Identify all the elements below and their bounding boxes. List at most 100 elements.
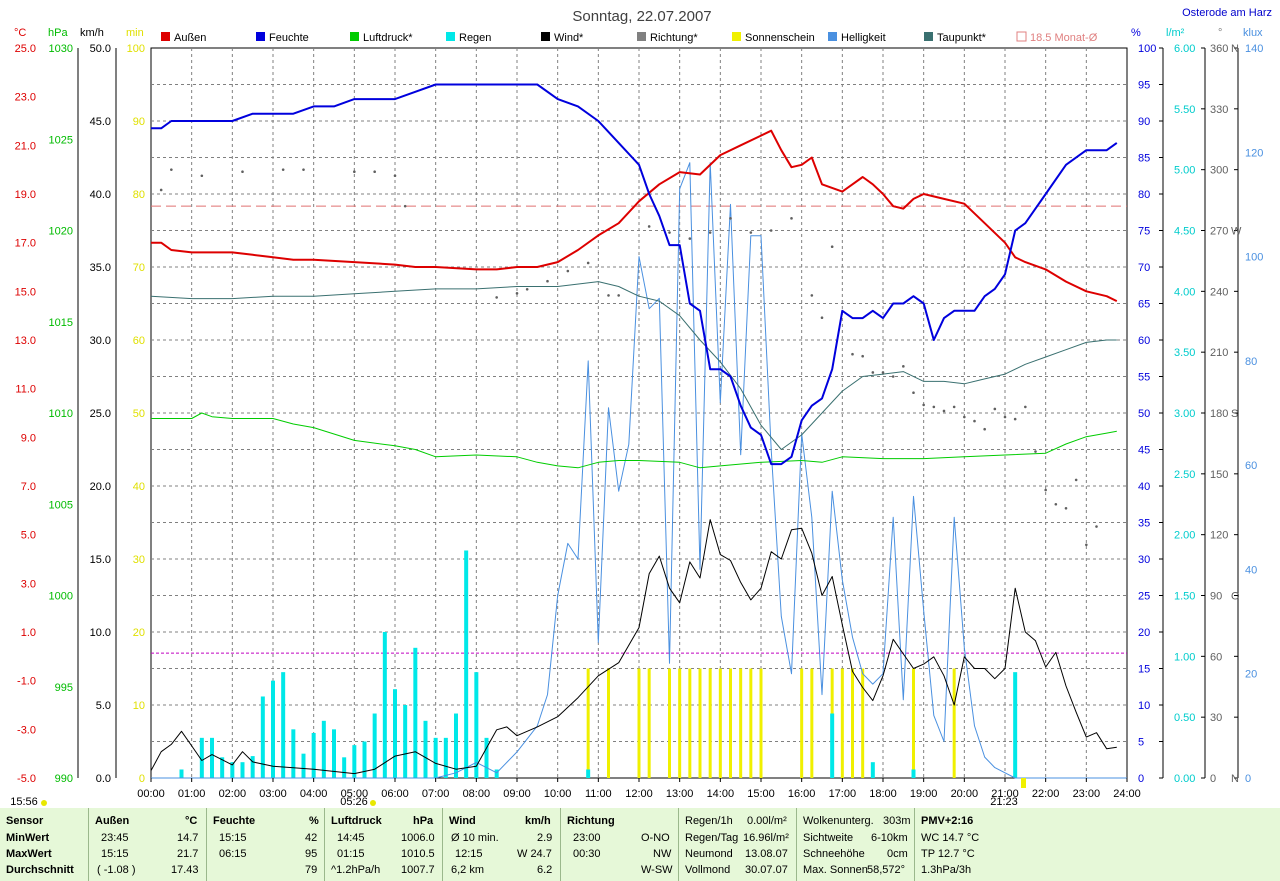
sun-tick-label: 0 bbox=[139, 773, 145, 785]
richtung-row2-time: 00:30 bbox=[573, 848, 601, 860]
direction-tick-label: 0 bbox=[1210, 773, 1216, 785]
temp-tick-label: 1.0 bbox=[21, 627, 36, 639]
x-tick-label: 06:00 bbox=[381, 788, 409, 800]
rain-bar bbox=[291, 729, 296, 778]
chart-title: Sonntag, 22.07.2007 bbox=[572, 8, 711, 25]
direction-point bbox=[688, 237, 692, 240]
sun-tick-label: 50 bbox=[133, 408, 145, 420]
light-unit: klux bbox=[1243, 27, 1263, 39]
direction-point bbox=[1034, 450, 1037, 453]
humidity-tick-label: 5 bbox=[1138, 737, 1144, 749]
direction-point bbox=[1054, 502, 1058, 506]
rain-bar bbox=[240, 762, 245, 778]
direction-point bbox=[871, 371, 875, 374]
direction-point bbox=[353, 170, 356, 173]
x-tick-label: 07:00 bbox=[422, 788, 450, 800]
aussen-min-time: 23:45 bbox=[101, 832, 129, 844]
pmv-r2: WC 14.7 °C bbox=[921, 832, 980, 844]
direction-point bbox=[1044, 488, 1047, 492]
x-tick-label: 18:00 bbox=[869, 788, 897, 800]
direction-point bbox=[403, 204, 407, 208]
temp-tick-label: 19.0 bbox=[15, 189, 36, 201]
direction-letter: W bbox=[1231, 226, 1242, 238]
humidity-tick-label: 25 bbox=[1138, 591, 1150, 603]
light-tick-label: 140 bbox=[1245, 43, 1263, 55]
legend-label: Außen bbox=[174, 32, 206, 44]
direction-point bbox=[200, 174, 204, 178]
direction-tick-label: 120 bbox=[1210, 530, 1228, 542]
rain-bar bbox=[260, 696, 265, 778]
direction-tick-label: 60 bbox=[1210, 651, 1222, 663]
feuchte-head: Feuchte bbox=[213, 815, 256, 827]
rain-bar bbox=[250, 756, 255, 778]
humidity-tick-label: 100 bbox=[1138, 43, 1156, 55]
luftdruck-min-time: 14:45 bbox=[337, 832, 365, 844]
direction-letter: N bbox=[1231, 43, 1239, 55]
pressure-tick-label: 995 bbox=[55, 682, 73, 694]
aussen-avg-note: ( -1.08 ) bbox=[97, 864, 136, 876]
wolken-r3-label: Schneehöhe bbox=[803, 848, 865, 860]
sunshine-bar bbox=[718, 668, 722, 778]
label-max: MaxWert bbox=[6, 848, 52, 860]
wolken-r2-label: Sichtweite bbox=[803, 832, 854, 844]
pressure-tick-label: 1025 bbox=[49, 134, 73, 146]
legend-label: 18.5 Monat-Ø bbox=[1030, 32, 1098, 44]
direction-point bbox=[525, 288, 529, 291]
humidity-tick-label: 10 bbox=[1138, 700, 1150, 712]
legend-label: Regen bbox=[459, 32, 491, 44]
summary-pmv: PMV+2:16 WC 14.7 °C TP 12.7 °C 1.3hPa/3h bbox=[914, 808, 1035, 881]
rain-bar bbox=[454, 713, 458, 778]
rain-bar bbox=[413, 647, 418, 778]
direction-tick-label: 270 bbox=[1210, 226, 1228, 238]
direction-tick-label: 300 bbox=[1210, 165, 1228, 177]
x-tick-label: 03:00 bbox=[259, 788, 287, 800]
direction-point bbox=[729, 217, 732, 220]
x-tick-label: 12:00 bbox=[625, 788, 653, 800]
humidity-unit: % bbox=[1131, 27, 1141, 39]
sun-tick-label: 90 bbox=[133, 116, 145, 128]
sun-tick-label: 70 bbox=[133, 262, 145, 274]
x-tick-label: 24:00 bbox=[1113, 788, 1141, 800]
direction-point bbox=[393, 174, 397, 178]
luftdruck-head: Luftdruck bbox=[331, 815, 382, 827]
label-avg: Durchschnitt bbox=[6, 864, 74, 876]
sun-tick-label: 10 bbox=[133, 700, 145, 712]
rain-bar bbox=[281, 672, 286, 778]
rain-bar bbox=[494, 769, 499, 778]
direction-point bbox=[546, 279, 549, 283]
x-tick-label: 11:00 bbox=[585, 788, 612, 800]
x-tick-label: 23:00 bbox=[1073, 788, 1101, 800]
rain-bar bbox=[220, 757, 225, 778]
label-min: MinWert bbox=[6, 832, 50, 844]
humidity-tick-label: 75 bbox=[1138, 226, 1150, 238]
temp-unit: °C bbox=[14, 27, 26, 39]
legend-label: Richtung* bbox=[650, 32, 698, 44]
rain-bar bbox=[311, 732, 316, 778]
x-tick-label: 22:00 bbox=[1032, 788, 1060, 800]
light-tick-label: 20 bbox=[1245, 669, 1257, 681]
legend-swatch bbox=[161, 32, 170, 41]
sunshine-bar bbox=[607, 668, 610, 778]
regen-r4-val: 30.07.07 bbox=[745, 864, 788, 876]
regen-r3-label: Neumond bbox=[685, 848, 733, 860]
rain-bar bbox=[382, 632, 387, 778]
direction-point bbox=[668, 231, 671, 234]
luftdruck-max-time: 01:15 bbox=[337, 848, 365, 860]
humidity-tick-label: 20 bbox=[1138, 627, 1150, 639]
direction-point bbox=[281, 168, 285, 171]
legend-swatch bbox=[732, 32, 741, 41]
wolken-r2-val: 6-10km bbox=[871, 832, 908, 844]
sun-unit: min bbox=[126, 27, 144, 39]
legend-label: Taupunkt* bbox=[937, 32, 987, 44]
direction-unit: ° bbox=[1218, 27, 1222, 39]
feuchte-min-time: 15:15 bbox=[219, 832, 247, 844]
direction-point bbox=[851, 352, 854, 356]
regen-r4-label: Vollmond bbox=[685, 864, 731, 876]
sunshine-bar bbox=[698, 668, 702, 778]
light-tick-label: 0 bbox=[1245, 773, 1251, 785]
aussen-head: Außen bbox=[95, 815, 130, 827]
direction-point bbox=[820, 316, 824, 319]
pressure-tick-label: 1005 bbox=[49, 499, 73, 511]
summary-richtung: Richtung 23:00 O-NO 00:30 NW W-SW bbox=[560, 808, 679, 881]
humidity-tick-label: 40 bbox=[1138, 481, 1150, 493]
